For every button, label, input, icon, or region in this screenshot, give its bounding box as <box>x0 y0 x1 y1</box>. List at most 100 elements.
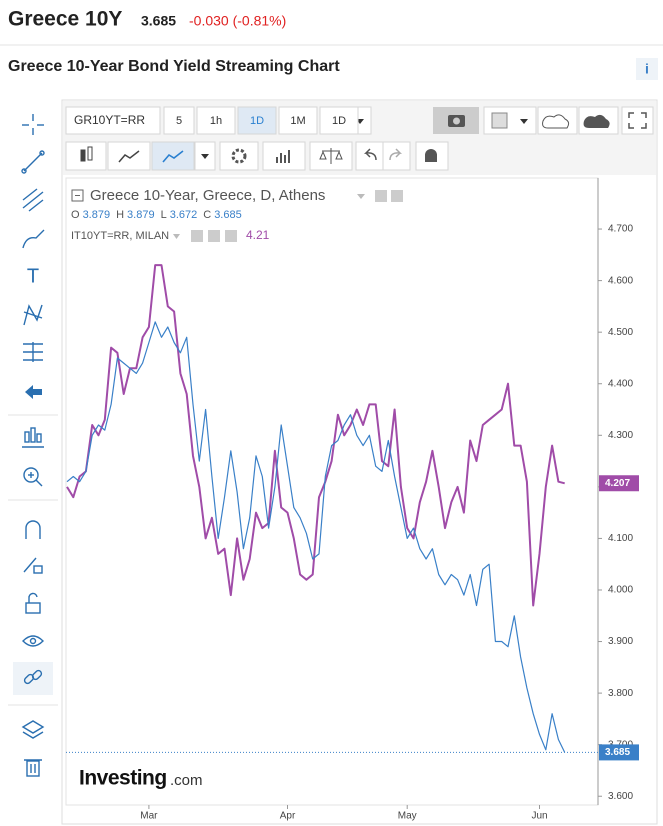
last-value-label: 3.685 <box>605 747 630 758</box>
ohlc-value: 3.672 <box>170 209 198 221</box>
trend-line-tool[interactable] <box>21 150 45 174</box>
fullscreen-icon <box>628 112 647 129</box>
redo-button[interactable] <box>382 141 411 171</box>
ohlc-key: O <box>71 209 80 221</box>
legend-remove[interactable] <box>225 230 237 242</box>
indicators-icon <box>276 150 290 163</box>
style-swatch <box>491 112 508 129</box>
candles-icon <box>80 146 93 162</box>
interval-toolbar: GR10YT=RR 5 1h 1D 1M 1D <box>65 106 654 135</box>
x-tick-label: May <box>398 811 417 822</box>
pitchfork-tool[interactable] <box>22 188 44 212</box>
interval-label[interactable]: 1D <box>250 115 264 127</box>
ohlc-value: 3.879 <box>127 209 155 221</box>
line-button-active[interactable] <box>151 141 195 171</box>
interval-button[interactable] <box>196 106 236 135</box>
text-tool-icon[interactable]: T <box>27 265 39 287</box>
lock-pencil-tool[interactable] <box>23 557 43 574</box>
magnet-tool[interactable] <box>25 520 41 539</box>
last-value-box <box>599 475 639 492</box>
brush-tool[interactable] <box>22 229 45 249</box>
logo-suffix: .com <box>170 772 203 789</box>
legend-visibility[interactable] <box>375 190 387 202</box>
price-change: -0.030 (-0.81%) <box>189 13 286 29</box>
y-tick-label: 3.900 <box>608 636 633 647</box>
interval-label[interactable]: 5 <box>176 115 182 127</box>
instrument-title: Greece 10Y <box>8 8 122 31</box>
dropdown-arrow <box>520 119 528 124</box>
pattern-tool[interactable] <box>23 304 43 326</box>
ohlc-legend: O 3.879 H 3.879 L 3.672 C 3.685 <box>71 209 242 221</box>
y-tick-label: 3.600 <box>608 791 633 802</box>
legend-settings[interactable] <box>391 190 403 202</box>
y-tick-label: 4.700 <box>608 224 633 235</box>
candles-button[interactable] <box>65 141 107 171</box>
compare-series-name: IT10YT=RR, MILAN <box>71 230 169 242</box>
y-tick-label: 4.100 <box>608 533 633 544</box>
ohlc-value: 3.879 <box>83 209 111 221</box>
camera-icon <box>448 115 465 127</box>
interval-button[interactable] <box>163 106 195 135</box>
undo-icon <box>363 148 377 161</box>
indicator-tool[interactable] <box>22 427 44 448</box>
bell-icon <box>425 149 437 162</box>
link-tool[interactable] <box>23 669 43 685</box>
series-line <box>66 321 566 753</box>
chart-style-toolbar <box>65 141 449 171</box>
line-icon <box>162 150 184 163</box>
plot-layer: 3.6003.7003.8003.9004.0004.1004.2004.300… <box>66 224 639 822</box>
ohlc-key: L <box>161 209 167 221</box>
legend-visibility[interactable] <box>191 230 203 242</box>
crosshair-tool[interactable] <box>22 114 44 135</box>
y-tick-label: 4.400 <box>608 378 633 389</box>
last-value-label: 4.207 <box>605 478 630 489</box>
symbol-box[interactable] <box>65 106 161 135</box>
info-button[interactable] <box>636 58 658 80</box>
redo-icon <box>389 148 403 161</box>
unlock-tool[interactable] <box>25 592 41 614</box>
legend-settings[interactable] <box>208 230 220 242</box>
interval-label[interactable]: 1D <box>332 115 346 127</box>
zoom-tool[interactable] <box>23 467 43 487</box>
ohlc-key: H <box>116 209 124 221</box>
interval-button[interactable] <box>237 106 277 135</box>
interval-button[interactable] <box>319 106 359 135</box>
settings-button[interactable] <box>219 141 259 171</box>
legend-dropdown[interactable] <box>173 234 180 239</box>
series-line <box>66 264 565 607</box>
fib-tool[interactable] <box>23 342 43 362</box>
price: 3.685 <box>141 13 176 29</box>
x-tick-label: Apr <box>280 811 296 822</box>
gear-icon <box>231 148 247 164</box>
main-series-name: Greece 10-Year, Greece, D, Athens <box>90 187 325 204</box>
info-icon[interactable]: i <box>645 61 649 77</box>
ohlc-key: C <box>203 209 211 221</box>
y-tick-label: 4.600 <box>608 275 633 286</box>
area-button[interactable] <box>107 141 151 171</box>
last-value-box <box>599 744 639 761</box>
cloud-download-icon <box>542 114 570 129</box>
interval-label[interactable]: 1h <box>210 115 222 127</box>
visibility-tool[interactable] <box>22 635 44 647</box>
interval-label[interactable]: 1M <box>290 115 305 127</box>
interval-button[interactable] <box>278 106 318 135</box>
symbol[interactable]: GR10YT=RR <box>74 113 145 127</box>
delete-tool[interactable] <box>24 759 42 777</box>
y-tick-label: 4.500 <box>608 327 633 338</box>
load-button[interactable] <box>537 106 578 135</box>
area-icon <box>118 150 140 163</box>
page-title: Greece 10-Year Bond Yield Streaming Char… <box>8 58 340 75</box>
legend-dropdown[interactable] <box>357 194 365 199</box>
layers-tool[interactable] <box>21 720 45 739</box>
cloud-upload-icon <box>583 114 610 128</box>
x-tick-label: Jun <box>531 811 547 822</box>
fullscreen-button[interactable] <box>621 106 654 135</box>
dropdown-arrow <box>201 154 209 159</box>
ohlc-value: 3.685 <box>214 209 242 221</box>
logo-brand: Investing <box>79 767 167 790</box>
back-arrow[interactable] <box>25 385 42 399</box>
y-tick-label: 4.000 <box>608 585 633 596</box>
drawing-toolbar: T <box>8 114 58 777</box>
